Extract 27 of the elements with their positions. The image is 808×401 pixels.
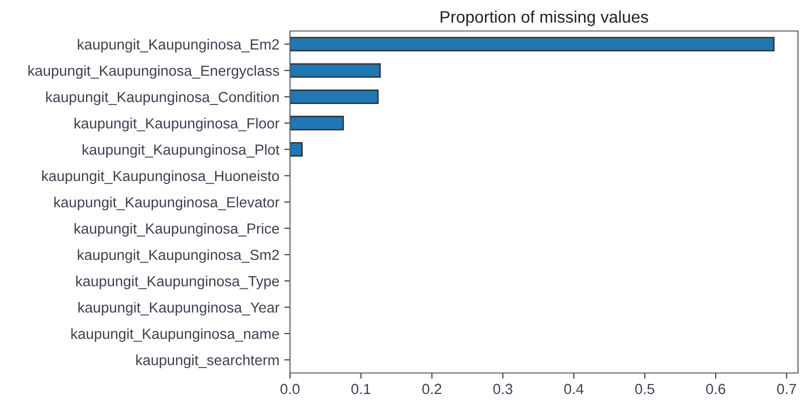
x-tick-label: 0.7 [777, 384, 796, 394]
x-tick-label: 0.6 [706, 384, 726, 394]
y-tick-label: kaupungit_Kaupunginosa_Em2 [78, 38, 279, 52]
x-tick-label: 0.0 [280, 384, 300, 394]
y-tick-label: kaupungit_Kaupunginosa_Year [78, 302, 280, 316]
bar [290, 142, 303, 157]
y-tick-label: kaupungit_Kaupunginosa_Sm2 [78, 249, 279, 263]
x-tick-label: 0.2 [422, 384, 442, 394]
chart-title: Proportion of missing values [440, 10, 648, 26]
bar [290, 89, 379, 104]
x-tick-label: 0.1 [351, 384, 370, 394]
x-tick-label: 0.3 [493, 384, 512, 394]
y-tick-label: kaupungit_Kaupunginosa_Floor [74, 118, 280, 132]
y-tick-label: kaupungit_Kaupunginosa_Condition [46, 91, 279, 106]
y-tick-label: kaupungit_Kaupunginosa_Huoneisto [42, 170, 279, 184]
y-tick-label: kaupungit_Kaupunginosa_Elevator [54, 196, 280, 210]
y-tick-label: kaupungit_Kaupunginosa_name [71, 328, 279, 342]
y-tick-label: kaupungit_Kaupunginosa_Energyclass [28, 65, 280, 79]
bar [290, 36, 775, 52]
x-tick-label: 0.4 [564, 384, 584, 394]
y-tick-label: kaupungit_Kaupunginosa_Type [76, 276, 279, 290]
y-tick-label: kaupungit_searchterm [136, 354, 279, 368]
bar [290, 63, 381, 78]
y-tick-label: kaupungit_Kaupunginosa_Plot [82, 144, 280, 158]
x-tick-label: 0.5 [635, 384, 654, 394]
y-tick-label: kaupungit_Kaupunginosa_Price [74, 223, 279, 237]
bar [290, 116, 344, 130]
